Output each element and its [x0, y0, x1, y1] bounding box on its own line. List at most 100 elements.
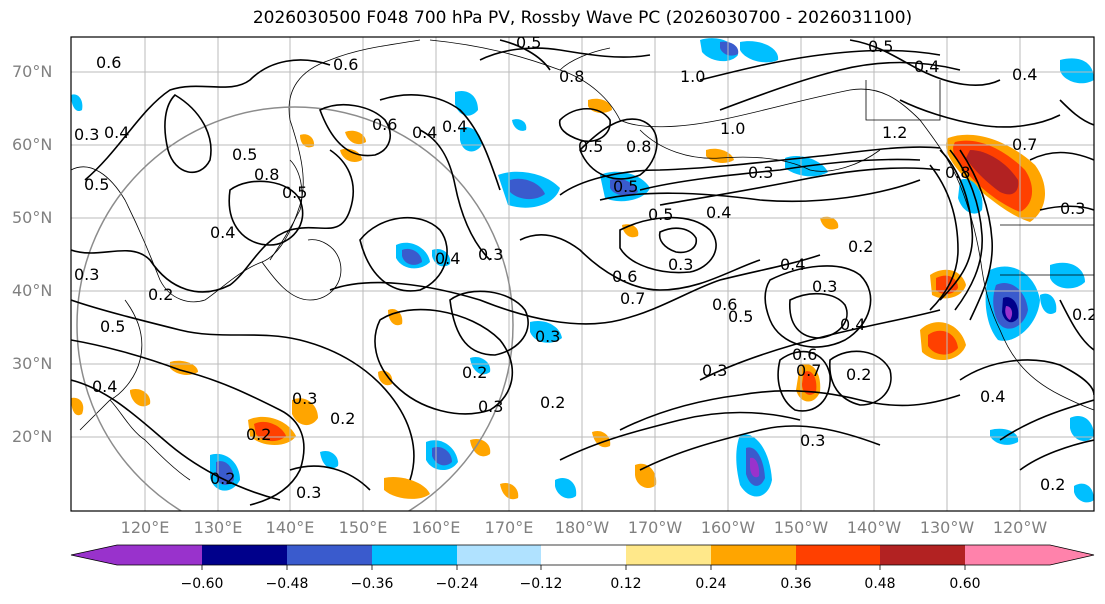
colorbar-segment — [71, 545, 117, 565]
contour-label: 0.4 — [104, 123, 129, 142]
contour-label: 0.3 — [668, 255, 693, 274]
contour-label: 0.2 — [846, 365, 871, 384]
domain-circle — [76, 106, 514, 511]
colorbar-outline — [70, 544, 1095, 566]
contour-label: 0.2 — [210, 469, 235, 488]
contour-label: 0.5 — [516, 33, 541, 52]
contour-label: 0.5 — [84, 175, 109, 194]
contour-label: 0.4 — [840, 315, 865, 334]
latitude-label: 20°N — [12, 427, 53, 446]
map-title: 2026030500 F048 700 hPa PV, Rossby Wave … — [252, 8, 913, 28]
latitude-label: 50°N — [12, 208, 53, 227]
latitude-label: 30°N — [12, 354, 53, 373]
contour-label: 0.6 — [792, 345, 817, 364]
contour-label: 0.3 — [74, 265, 99, 284]
contour-label: 0.3 — [74, 125, 99, 144]
colorbar-segment — [287, 545, 372, 565]
colorbar-tick-label: 0.24 — [695, 576, 727, 592]
latitude-label: 60°N — [12, 135, 53, 154]
contour-label: 0.6 — [96, 53, 121, 72]
contour-label: 1.2 — [882, 123, 907, 142]
contour-label: 0.3 — [478, 245, 503, 264]
colorbar-segment — [1050, 545, 1094, 565]
contour-label: 0.6 — [612, 267, 637, 286]
contour-label: 0.2 — [1072, 305, 1097, 324]
longitude-label: 120°W — [992, 518, 1048, 537]
longitude-label: 170°E — [484, 518, 534, 537]
contour-label: 0.4 — [210, 223, 235, 242]
colorbar-tick-label: −0.12 — [519, 576, 563, 592]
colorbar-tick-label: −0.36 — [350, 576, 394, 592]
contour-label: 0.6 — [712, 295, 737, 314]
contour-label: 0.3 — [296, 483, 321, 502]
colorbar-segment — [117, 545, 202, 565]
colorbar-segment — [711, 545, 796, 565]
colorbar-tick-label: −0.60 — [180, 576, 224, 592]
contour-label: 0.8 — [559, 67, 584, 86]
latitude-label: 70°N — [12, 62, 53, 81]
contour-label: 0.2 — [462, 363, 487, 382]
longitude-label: 160°W — [700, 518, 756, 537]
contour-label: 0.7 — [796, 361, 821, 380]
map-frame — [70, 36, 1095, 512]
colorbar-segment — [880, 545, 965, 565]
colorbar — [70, 544, 1095, 570]
contour-label: 0.8 — [945, 163, 970, 182]
colorbar-segment — [541, 545, 626, 565]
longitude-label: 180°W — [554, 518, 610, 537]
longitude-label: 160°E — [411, 518, 461, 537]
graticule — [71, 37, 1094, 511]
longitude-label: 150°W — [773, 518, 829, 537]
contour-label: 0.4 — [706, 203, 731, 222]
contour-label: 0.3 — [702, 361, 727, 380]
longitude-label: 130°W — [919, 518, 975, 537]
contour-label: 0.7 — [620, 289, 645, 308]
contour-label: 0.6 — [372, 115, 397, 134]
longitude-label: 130°E — [193, 518, 243, 537]
contour-label: 0.5 — [282, 183, 307, 202]
contour-label: 0.3 — [292, 389, 317, 408]
contour-label: 0.2 — [1040, 475, 1065, 494]
contour-label: 0.4 — [412, 123, 437, 142]
contour-label: 0.2 — [246, 425, 271, 444]
contour-label: 0.5 — [728, 307, 753, 326]
colorbar-segment — [626, 545, 711, 565]
contour-label: 0.3 — [478, 397, 503, 416]
contour-label: 0.5 — [100, 317, 125, 336]
contour-label: 0.3 — [535, 327, 560, 346]
colorbar-tick-label: 0.48 — [864, 576, 896, 592]
colorbar-tick-label: −0.48 — [265, 576, 309, 592]
pv-contours — [71, 39, 1094, 506]
longitude-label: 120°E — [120, 518, 170, 537]
coastlines — [71, 39, 1094, 481]
contour-label: 0.4 — [435, 249, 460, 268]
colorbar-segment — [372, 545, 457, 565]
contour-label: 1.0 — [680, 67, 705, 86]
contour-label: 0.2 — [848, 237, 873, 256]
contour-label: 0.4 — [780, 255, 805, 274]
longitude-label: 140°E — [265, 518, 315, 537]
colorbar-segment — [457, 545, 541, 565]
longitude-label: 150°E — [338, 518, 388, 537]
colorbar-segment — [202, 545, 287, 565]
contour-label: 0.6 — [333, 55, 358, 74]
contour-label: 0.4 — [442, 117, 467, 136]
contour-label: 0.3 — [812, 277, 837, 296]
colorbar-segment — [965, 545, 1050, 565]
contour-labels: 0.5 0.5 0.4 0.6 0.6 0.8 1.0 0.4 0.3 0.4 … — [74, 33, 1097, 502]
contour-label: 0.2 — [330, 409, 355, 428]
contour-label: 0.3 — [748, 163, 773, 182]
colorbar-tick-label: 0.36 — [780, 576, 812, 592]
contour-label: 0.2 — [148, 285, 173, 304]
contour-label: 0.4 — [914, 57, 939, 76]
longitude-label: 170°W — [627, 518, 683, 537]
contour-label: 0.5 — [232, 145, 257, 164]
contour-label: 0.5 — [578, 137, 603, 156]
contour-label: 0.5 — [648, 205, 673, 224]
contour-label: 0.3 — [800, 431, 825, 450]
colorbar-tick-label: 0.60 — [949, 576, 981, 592]
contour-label: 0.4 — [92, 377, 117, 396]
contour-label: 0.8 — [626, 137, 651, 156]
colorbar-tick-label: 0.12 — [610, 576, 642, 592]
